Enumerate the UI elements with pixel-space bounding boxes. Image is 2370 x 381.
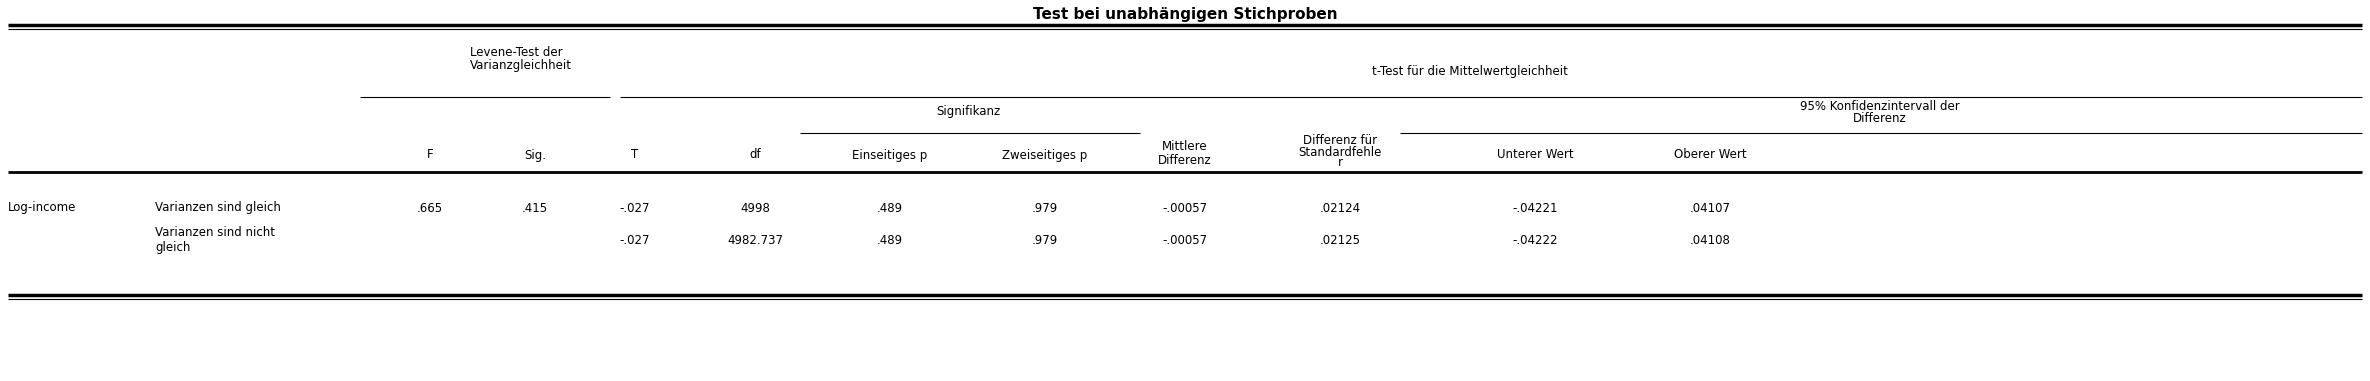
Text: Zweiseitiges p: Zweiseitiges p bbox=[1003, 149, 1088, 162]
Text: Varianzgleichheit: Varianzgleichheit bbox=[469, 59, 571, 72]
Text: 4982.737: 4982.737 bbox=[728, 234, 782, 247]
Text: Varianzen sind gleich: Varianzen sind gleich bbox=[154, 202, 282, 215]
Text: Signifikanz: Signifikanz bbox=[936, 106, 1000, 118]
Text: .04107: .04107 bbox=[1690, 202, 1730, 215]
Text: Differenz: Differenz bbox=[1159, 154, 1211, 166]
Text: 4998: 4998 bbox=[739, 202, 770, 215]
Text: F: F bbox=[427, 149, 434, 162]
Text: Einseitiges p: Einseitiges p bbox=[853, 149, 927, 162]
Text: Mittlere: Mittlere bbox=[1161, 141, 1209, 154]
Text: -.027: -.027 bbox=[619, 234, 649, 247]
Text: Levene-Test der: Levene-Test der bbox=[469, 45, 562, 59]
Text: .665: .665 bbox=[417, 202, 443, 215]
Text: Unterer Wert: Unterer Wert bbox=[1498, 149, 1574, 162]
Text: Log-income: Log-income bbox=[7, 202, 76, 215]
Text: .979: .979 bbox=[1031, 234, 1057, 247]
Text: Standardfehle: Standardfehle bbox=[1299, 146, 1382, 158]
Text: Differenz für: Differenz für bbox=[1304, 134, 1377, 147]
Text: Differenz: Differenz bbox=[1853, 112, 1908, 125]
Text: -.04222: -.04222 bbox=[1512, 234, 1557, 247]
Text: gleich: gleich bbox=[154, 242, 190, 255]
Text: -.027: -.027 bbox=[619, 202, 649, 215]
Text: .979: .979 bbox=[1031, 202, 1057, 215]
Text: -.00057: -.00057 bbox=[1161, 202, 1209, 215]
Text: -.04221: -.04221 bbox=[1512, 202, 1557, 215]
Text: .02125: .02125 bbox=[1320, 234, 1360, 247]
Text: .02124: .02124 bbox=[1320, 202, 1360, 215]
Text: 95% Konfidenzintervall der: 95% Konfidenzintervall der bbox=[1801, 99, 1960, 112]
Text: T: T bbox=[630, 149, 638, 162]
Text: .415: .415 bbox=[521, 202, 547, 215]
Text: r: r bbox=[1337, 157, 1341, 170]
Text: df: df bbox=[749, 149, 761, 162]
Text: .489: .489 bbox=[877, 234, 903, 247]
Text: -.00057: -.00057 bbox=[1161, 234, 1209, 247]
Text: .04108: .04108 bbox=[1690, 234, 1730, 247]
Text: Sig.: Sig. bbox=[524, 149, 545, 162]
Text: t-Test für die Mittelwertgleichheit: t-Test für die Mittelwertgleichheit bbox=[1372, 66, 1569, 78]
Text: .489: .489 bbox=[877, 202, 903, 215]
Text: Test bei unabhängigen Stichproben: Test bei unabhängigen Stichproben bbox=[1033, 6, 1337, 21]
Text: Varianzen sind nicht: Varianzen sind nicht bbox=[154, 226, 275, 239]
Text: Oberer Wert: Oberer Wert bbox=[1673, 149, 1747, 162]
